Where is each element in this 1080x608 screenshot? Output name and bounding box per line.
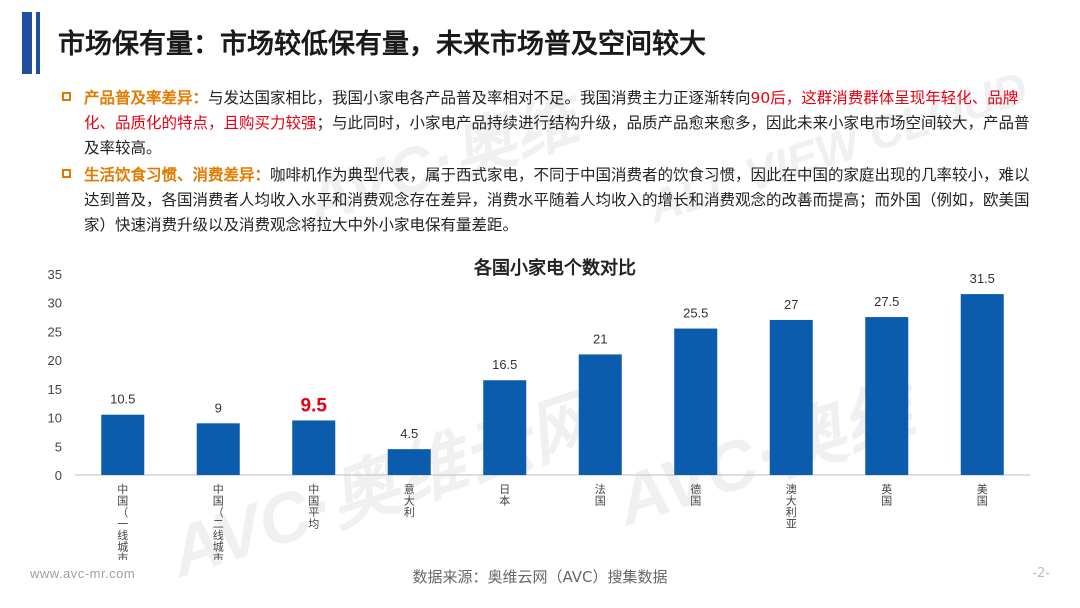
title-accent-bar-thin — [36, 12, 40, 74]
bullet-list: 产品普及率差异：与发达国家相比，我国小家电各产品普及率相对不足。我国消费主力正逐… — [62, 86, 1034, 240]
bar — [865, 317, 909, 475]
x-tick-label: 德国 — [690, 482, 701, 508]
footer-website: www.avc-mr.com — [30, 566, 136, 581]
x-axis-labels: 中国（一线城市） 中国（二线城市） 中国平均 意大利 日本 法国 德国 澳大利亚 英国 美国 — [117, 482, 988, 560]
bullet-text: 与发达国家相比，我国小家电各产品普及率相对不足。我国消费主力正逐渐转向 — [208, 89, 751, 107]
y-tick-label: 5 — [55, 439, 62, 454]
y-tick-label: 20 — [48, 353, 62, 368]
data-label: 9 — [215, 400, 222, 415]
data-label: 31.5 — [970, 271, 995, 286]
y-tick-label: 35 — [48, 267, 62, 282]
square-bullet-icon — [62, 169, 71, 178]
data-label: 27 — [784, 297, 798, 312]
y-tick-label: 30 — [48, 296, 62, 311]
y-tick-label: 15 — [48, 382, 62, 397]
bar — [960, 294, 1004, 475]
x-tick-label: 澳大利亚 — [786, 483, 797, 531]
bar — [769, 319, 813, 475]
bar — [674, 328, 718, 475]
x-tick-label: 中国平均 — [308, 483, 319, 531]
bullet-label: 生活饮食习惯、消费差异： — [84, 166, 271, 184]
bullet-emphasis-text: 90后，这群消费群体呈现年轻化、品牌化、品质化的特点，且购买力较强 — [84, 89, 1019, 132]
page-title: 市场保有量：市场较低保有量，未来市场普及空间较大 — [58, 29, 706, 60]
data-label: 27.5 — [874, 294, 899, 309]
data-label: 21 — [593, 331, 607, 346]
bar — [292, 420, 336, 475]
bar — [387, 449, 431, 475]
title-accent-bar — [22, 12, 32, 74]
bar-series: 10.5 9 9.5 4.5 16.5 21 25.5 27 27.5 31.5 — [101, 271, 1004, 475]
bullet-text: ；与此同时，小家电产品持续进行结构升级，品质产品愈来愈多，因此未来小家电市场空间… — [84, 114, 1030, 157]
y-axis: 0 5 10 15 20 25 30 35 — [48, 267, 62, 483]
y-tick-label: 0 — [55, 468, 62, 483]
bullet-text: 咖啡机作为典型代表，属于西式家电，不同于中国消费者的饮食习惯，因此在中国的家庭出… — [84, 166, 1030, 234]
bar-chart: 各国小家电个数对比 0 5 10 15 20 25 30 35 10.5 9 9.5 4.5 16.5… — [48, 257, 1030, 560]
data-label: 16.5 — [492, 357, 517, 372]
x-tick-label: 美国 — [977, 483, 988, 508]
bullet-label: 产品普及率差异： — [84, 89, 209, 107]
data-label: 10.5 — [110, 392, 135, 407]
x-tick-label: 意大利 — [404, 482, 415, 519]
y-tick-label: 25 — [48, 324, 62, 339]
chart-title: 各国小家电个数对比 — [473, 257, 636, 279]
footer-source: 数据来源：奥维云网（AVC）搜集数据 — [412, 568, 668, 586]
bullet-penetration: 产品普及率差异：与发达国家相比，我国小家电各产品普及率相对不足。我国消费主力正逐… — [62, 86, 1034, 161]
bullet-habits: 生活饮食习惯、消费差异：咖啡机作为典型代表，属于西式家电，不同于中国消费者的饮食… — [62, 163, 1034, 238]
x-tick-label: 日本 — [499, 483, 510, 508]
bar — [196, 423, 240, 475]
bar — [578, 354, 622, 475]
x-tick-label: 中国（二线城市） — [213, 483, 224, 560]
y-tick-label: 10 — [48, 411, 62, 426]
page-number: -2- — [1032, 566, 1050, 581]
square-bullet-icon — [62, 92, 71, 101]
x-tick-label: 中国（一线城市） — [117, 483, 128, 560]
bar — [101, 414, 145, 475]
bar — [483, 380, 527, 475]
x-tick-label: 英国 — [881, 482, 892, 508]
data-label: 25.5 — [683, 306, 708, 321]
data-label: 9.5 — [301, 395, 328, 416]
data-label: 4.5 — [400, 426, 418, 441]
x-tick-label: 法国 — [595, 482, 606, 508]
